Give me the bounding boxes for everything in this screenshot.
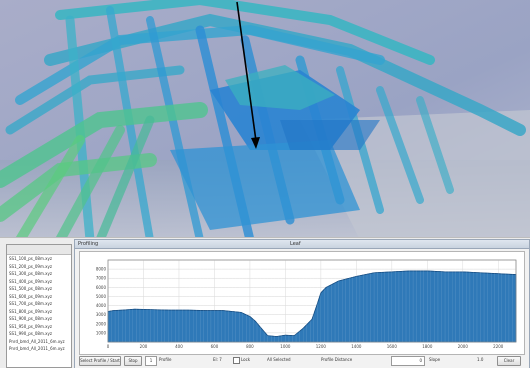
file-list-item[interactable]: SS1_900_ps_08m.xyz bbox=[9, 316, 52, 321]
file-list-item[interactable]: Pnrd_bmd_All_2011_6m.xyz bbox=[9, 338, 65, 344]
canyon-rim bbox=[225, 65, 335, 110]
profile-titlebar[interactable]: Profiling Leaf bbox=[75, 240, 529, 249]
x-tick-label: 800 bbox=[246, 344, 254, 349]
distance-field[interactable]: 0 bbox=[391, 356, 425, 366]
profile-segment bbox=[294, 328, 304, 336]
canyon-floor bbox=[170, 140, 360, 230]
x-tick-label: 0 bbox=[107, 344, 110, 349]
bottom-panel: SS1_100_ps_08m.xyz SS1_200_ps_09m.xyz SS… bbox=[0, 237, 530, 368]
x-tick-label: 1600 bbox=[387, 344, 398, 349]
x-tick-label: 600 bbox=[211, 344, 219, 349]
file-list-item[interactable]: Pnrd_bmd_All_2011_6m.xyz bbox=[9, 346, 65, 351]
file-list-item[interactable]: SS1_100_ps_08m.xyz bbox=[9, 256, 52, 261]
file-list-item[interactable]: SS1_600_ps_09m.xyz bbox=[9, 293, 52, 299]
canyon-deep bbox=[280, 120, 380, 150]
profile-segment bbox=[356, 272, 375, 277]
profile-distance-label: Profile Distance bbox=[321, 357, 353, 362]
profile-segment bbox=[107, 310, 114, 312]
profile-segment bbox=[122, 308, 135, 311]
profile-segment bbox=[320, 287, 327, 294]
pointer-arrow bbox=[236, 1, 260, 149]
x-tick-label: 1200 bbox=[316, 344, 327, 349]
profile-segment bbox=[240, 312, 251, 317]
x-tick-label: 400 bbox=[175, 344, 183, 349]
file-list-item[interactable]: SS1_800_ps_09m.xyz bbox=[9, 308, 52, 314]
bathymetry-3d-view[interactable] bbox=[0, 0, 530, 240]
profile-segment bbox=[498, 273, 517, 275]
profile-window-title: Profiling bbox=[78, 241, 99, 247]
clear-button[interactable]: Clear bbox=[497, 356, 521, 366]
scale-label: 1.0 bbox=[477, 357, 484, 362]
elevation-label: El: 7 bbox=[213, 357, 222, 362]
profile-segment bbox=[249, 316, 256, 322]
profile-segment bbox=[331, 280, 339, 285]
profile-segment bbox=[391, 270, 410, 273]
x-tick-label: 200 bbox=[140, 344, 148, 349]
profile-chart-svg: 1000 2000 3000 4000 5000 6000 7000 8000 0 200 400 6… bbox=[96, 259, 517, 349]
x-tick-label: 2200 bbox=[493, 344, 504, 349]
slope-label: Slope bbox=[429, 357, 441, 362]
file-list-item[interactable]: SS1_400_ps_09m.xyz bbox=[9, 278, 52, 284]
stop-button[interactable]: Stop bbox=[124, 356, 142, 366]
profile-number-field[interactable]: 1 bbox=[145, 356, 157, 366]
profile-segment bbox=[223, 310, 233, 312]
profile-chart: 1000 2000 3000 4000 5000 6000 7000 8000 0 200 400 6… bbox=[79, 251, 525, 355]
lock-label: Lock bbox=[241, 357, 251, 362]
x-tick-label: 1800 bbox=[422, 344, 433, 349]
lock-checkbox[interactable] bbox=[233, 357, 240, 364]
plot-border bbox=[107, 259, 517, 343]
all-selected-label: All Selected bbox=[267, 357, 291, 362]
file-list-item[interactable]: SS1_700_ps_08m.xyz bbox=[9, 301, 52, 306]
file-list-item[interactable]: SS1_990_ps_08m.xyz bbox=[9, 331, 52, 336]
profile-segment bbox=[427, 270, 446, 273]
select-profile-button[interactable]: Select Profile / Start bbox=[79, 356, 121, 366]
profile-controls: Select Profile / Start Stop 1 Profile El… bbox=[79, 355, 525, 366]
profile-segment bbox=[260, 327, 268, 336]
y-tick-label: 8000 bbox=[96, 267, 107, 272]
profile-segment bbox=[267, 335, 277, 337]
profile-window-subtitle: Leaf bbox=[290, 241, 301, 247]
profile-segment bbox=[338, 276, 357, 282]
x-tick-label: 1400 bbox=[351, 344, 362, 349]
file-list-item[interactable]: SS1_950_ps_09m.xyz bbox=[9, 323, 52, 329]
file-list[interactable]: SS1_100_ps_08m.xyz SS1_200_ps_09m.xyz SS… bbox=[6, 244, 72, 368]
profile-window: Profiling Leaf 1000 2000 3000 4000 5000 6000 7… bbox=[74, 239, 530, 368]
profile-segment bbox=[374, 271, 392, 274]
profile-segment bbox=[254, 320, 261, 328]
profile-segment bbox=[232, 311, 242, 313]
profile-segment bbox=[276, 334, 286, 337]
x-tick-label: 2000 bbox=[458, 344, 469, 349]
profile-segment bbox=[316, 292, 322, 304]
y-tick-label: 2000 bbox=[96, 321, 107, 326]
profile-segment bbox=[326, 284, 332, 288]
file-list-item[interactable]: SS1_500_ps_08m.xyz bbox=[9, 286, 52, 291]
file-list-item[interactable]: SS1_200_ps_09m.xyz bbox=[9, 263, 52, 269]
y-tick-label: 4000 bbox=[96, 303, 107, 308]
profile-segment bbox=[302, 318, 313, 329]
y-tick-label: 5000 bbox=[96, 294, 107, 299]
profile-segment bbox=[462, 271, 481, 274]
profile-label: Profile bbox=[159, 357, 172, 362]
y-tick-label: 6000 bbox=[96, 285, 107, 290]
x-tick-label: 1000 bbox=[280, 344, 291, 349]
profile-segment bbox=[480, 272, 499, 275]
profile-segment bbox=[311, 303, 318, 320]
y-tick-label: 1000 bbox=[96, 330, 107, 335]
file-list-header bbox=[7, 245, 71, 255]
y-tick-label: 7000 bbox=[96, 276, 107, 281]
file-list-item[interactable]: SS1_300_ps_08m.xyz bbox=[9, 271, 52, 276]
y-tick-label: 3000 bbox=[96, 312, 107, 317]
